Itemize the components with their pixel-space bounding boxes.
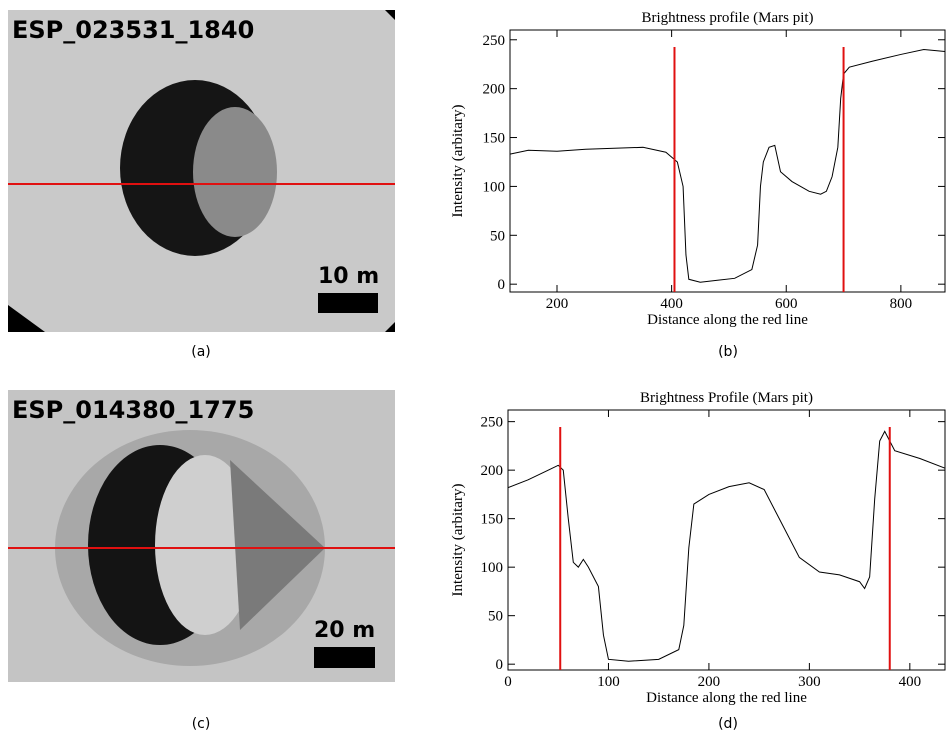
y-tick-label: 100: [483, 179, 506, 195]
plot-frame: [509, 29, 946, 293]
image-panel-c: ESP_014380_1775 20 m (c): [8, 390, 395, 732]
x-tick-label: 400: [899, 674, 922, 690]
x-tick-label: 200: [546, 296, 569, 312]
plot-frame: [507, 409, 946, 671]
x-tick-label: 200: [698, 674, 721, 690]
x-tick-label: 800: [890, 296, 913, 312]
y-tick-label: 200: [483, 82, 506, 98]
x-tick-label: 0: [504, 674, 512, 690]
chart-title: Brightness Profile (Mars pit): [640, 390, 813, 406]
y-tick-label: 50: [488, 609, 503, 625]
caption: (a): [191, 344, 211, 360]
caption: (c): [192, 716, 211, 732]
x-axis-label: Distance along the red line: [647, 312, 808, 328]
y-axis-label: Intensity (arbitary): [450, 484, 466, 597]
y-axis-label: Intensity (arbitary): [450, 105, 466, 218]
y-tick-label: 250: [481, 415, 504, 431]
caption: (d): [718, 716, 738, 732]
scale-label: 10 m: [318, 264, 379, 289]
chart-title: Brightness profile (Mars pit): [641, 10, 813, 26]
y-tick-label: 150: [483, 131, 506, 147]
y-tick-label: 200: [481, 463, 504, 479]
y-tick-label: 0: [496, 657, 504, 673]
profile-line: [507, 430, 946, 662]
y-tick-label: 100: [481, 560, 504, 576]
x-tick-label: 100: [597, 674, 620, 690]
x-axis-label: Distance along the red line: [646, 690, 807, 706]
image-id: ESP_023531_1840: [12, 16, 254, 44]
y-tick-label: 0: [498, 277, 506, 293]
y-tick-label: 50: [490, 228, 505, 244]
y-tick-label: 150: [481, 512, 504, 528]
x-tick-label: 400: [660, 296, 683, 312]
profile-line: [509, 49, 946, 283]
caption: (b): [718, 344, 738, 360]
x-tick-label: 300: [798, 674, 821, 690]
x-tick-label: 600: [775, 296, 798, 312]
y-tick-label: 250: [483, 33, 506, 49]
image-panel-a: ESP_023531_1840 10 m (a): [8, 10, 395, 360]
image-id: ESP_014380_1775: [12, 396, 254, 424]
scale-label: 20 m: [314, 618, 375, 643]
